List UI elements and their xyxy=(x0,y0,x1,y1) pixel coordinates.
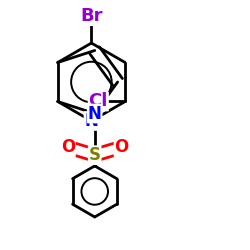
Text: Br: Br xyxy=(80,7,103,25)
Text: O: O xyxy=(114,138,129,156)
Text: N: N xyxy=(88,104,102,122)
Text: S: S xyxy=(89,146,101,164)
Text: N: N xyxy=(84,112,98,130)
Text: Cl: Cl xyxy=(88,92,108,110)
Text: O: O xyxy=(61,138,75,156)
